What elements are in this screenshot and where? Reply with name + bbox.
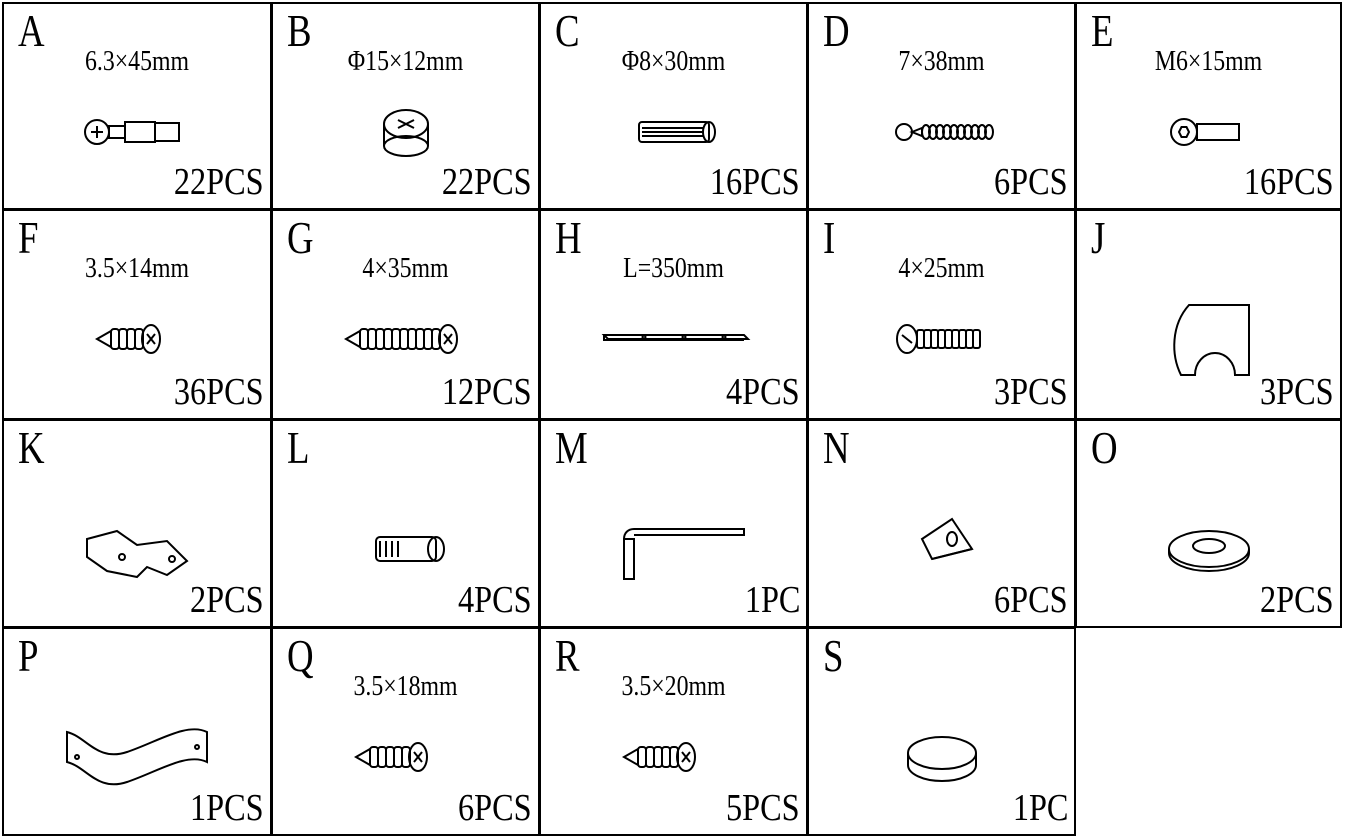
part-icon bbox=[382, 109, 429, 157]
part-icon bbox=[895, 324, 981, 354]
part-cell: J 3PCS bbox=[1075, 209, 1342, 420]
part-icon bbox=[920, 517, 974, 561]
part-cell: R 3.5×20mm 5PCS bbox=[539, 627, 808, 836]
part-icon bbox=[601, 334, 750, 341]
part-spec: Φ15×12mm bbox=[347, 46, 464, 77]
part-quantity: 6PCS bbox=[994, 161, 1068, 203]
part-letter: C bbox=[555, 5, 580, 56]
part-quantity: 1PC bbox=[744, 579, 800, 621]
part-cell: N 6PCS bbox=[807, 419, 1076, 628]
part-letter: L bbox=[287, 422, 310, 473]
part-icon bbox=[353, 742, 428, 772]
part-spec: 3.5×20mm bbox=[621, 671, 726, 702]
part-icon bbox=[86, 529, 189, 579]
part-quantity: 6PCS bbox=[458, 787, 532, 829]
part-icon bbox=[374, 536, 445, 562]
part-quantity: 22PCS bbox=[174, 161, 264, 203]
part-icon bbox=[1172, 304, 1250, 376]
part-spec: 7×38mm bbox=[898, 46, 985, 77]
part-quantity: 4PCS bbox=[726, 371, 800, 413]
part-quantity: 1PC bbox=[1012, 787, 1068, 829]
part-cell: L 4PCS bbox=[271, 419, 540, 628]
part-icon bbox=[1169, 118, 1240, 146]
part-icon bbox=[66, 728, 208, 786]
part-cell: D 7×38mm 6PCS bbox=[807, 2, 1076, 210]
part-cell: I 4×25mm 3PCS bbox=[807, 209, 1076, 420]
part-cell: H L=350mm 4PCS bbox=[539, 209, 808, 420]
part-letter: D bbox=[823, 5, 850, 56]
part-cell: E M6×15mm 16PCS bbox=[1075, 2, 1342, 210]
part-icon bbox=[1167, 530, 1250, 572]
part-cell: O 2PCS bbox=[1075, 419, 1342, 628]
part-cell: P 1PCS bbox=[2, 627, 272, 836]
part-icon bbox=[622, 528, 745, 580]
part-quantity: 36PCS bbox=[174, 371, 264, 413]
part-cell: B Φ15×12mm 22PCS bbox=[271, 2, 540, 210]
part-letter: N bbox=[823, 422, 850, 473]
part-letter: K bbox=[18, 422, 45, 473]
part-spec: M6×15mm bbox=[1154, 46, 1263, 77]
part-cell: A 6.3×45mm 22PCS bbox=[2, 2, 272, 210]
part-letter: J bbox=[1091, 212, 1106, 263]
part-icon bbox=[637, 121, 716, 143]
part-icon bbox=[906, 736, 977, 782]
part-quantity: 3PCS bbox=[1260, 371, 1334, 413]
part-spec: 3.5×14mm bbox=[84, 253, 189, 284]
part-spec: L=350mm bbox=[623, 253, 724, 284]
part-quantity: 3PCS bbox=[994, 371, 1068, 413]
part-cell: S 1PC bbox=[807, 627, 1076, 836]
part-icon bbox=[894, 123, 994, 141]
part-letter: P bbox=[18, 630, 39, 681]
part-letter: G bbox=[287, 212, 314, 263]
part-icon bbox=[621, 742, 696, 772]
part-letter: S bbox=[823, 630, 844, 681]
part-quantity: 16PCS bbox=[1244, 161, 1334, 203]
part-letter: M bbox=[555, 422, 588, 473]
part-cell: F 3.5×14mm 36PCS bbox=[2, 209, 272, 420]
part-quantity: 5PCS bbox=[726, 787, 800, 829]
part-cell: M 1PC bbox=[539, 419, 808, 628]
part-letter: A bbox=[18, 5, 45, 56]
part-letter: F bbox=[18, 212, 39, 263]
part-quantity: 12PCS bbox=[442, 371, 532, 413]
part-cell: C Φ8×30mm 16PCS bbox=[539, 2, 808, 210]
part-quantity: 22PCS bbox=[442, 161, 532, 203]
part-spec: 4×35mm bbox=[362, 253, 449, 284]
part-icon bbox=[343, 324, 458, 354]
part-icon bbox=[84, 119, 180, 145]
part-cell: Q 3.5×18mm 6PCS bbox=[271, 627, 540, 836]
part-letter: H bbox=[555, 212, 582, 263]
part-cell: K 2PCS bbox=[2, 419, 272, 628]
part-icon bbox=[94, 324, 161, 354]
part-letter: O bbox=[1091, 422, 1118, 473]
part-spec: 6.3×45mm bbox=[84, 46, 189, 77]
part-quantity: 16PCS bbox=[710, 161, 800, 203]
part-spec: Φ8×30mm bbox=[621, 46, 726, 77]
part-letter: E bbox=[1091, 5, 1114, 56]
part-cell: G 4×35mm 12PCS bbox=[271, 209, 540, 420]
part-letter: Q bbox=[287, 630, 314, 681]
part-quantity: 4PCS bbox=[458, 579, 532, 621]
part-quantity: 2PCS bbox=[190, 579, 264, 621]
part-spec: 3.5×18mm bbox=[353, 671, 458, 702]
part-spec: 4×25mm bbox=[898, 253, 985, 284]
part-letter: B bbox=[287, 5, 312, 56]
part-quantity: 1PCS bbox=[190, 787, 264, 829]
part-letter: I bbox=[823, 212, 836, 263]
part-letter: R bbox=[555, 630, 580, 681]
part-quantity: 6PCS bbox=[994, 579, 1068, 621]
part-quantity: 2PCS bbox=[1260, 579, 1334, 621]
